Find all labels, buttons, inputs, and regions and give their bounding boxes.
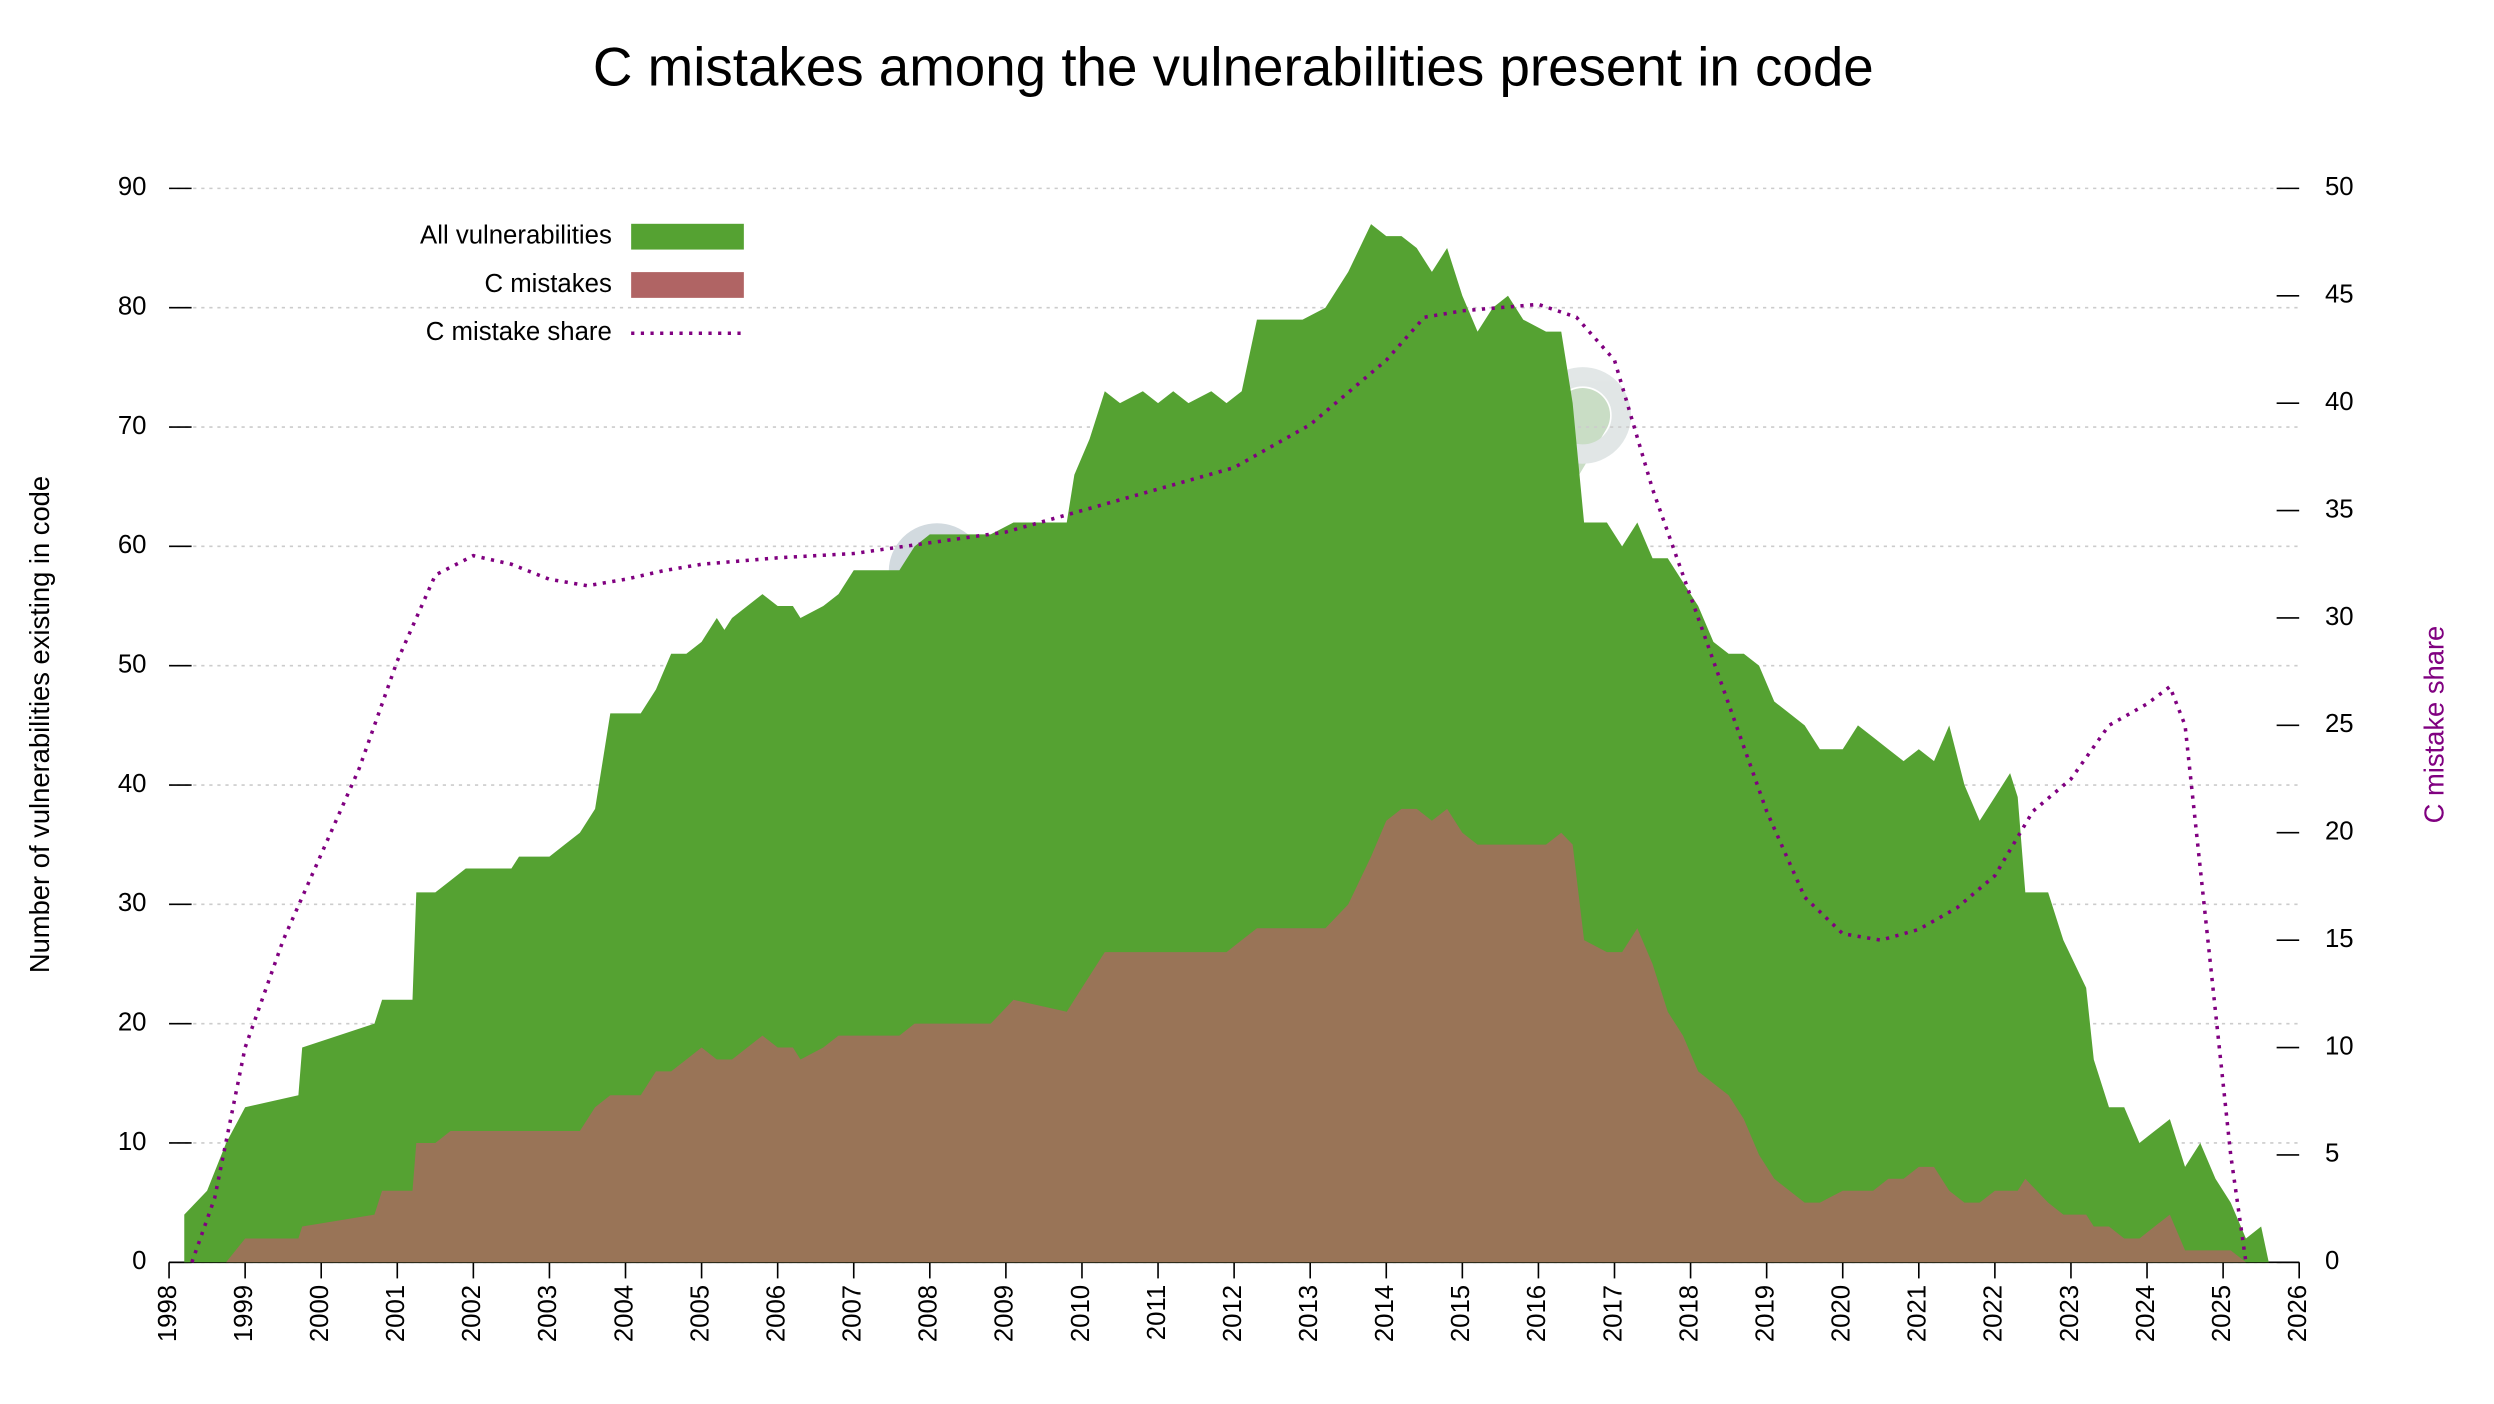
y2-tick-label: 30	[2325, 603, 2354, 631]
x-tick-label: 2008	[915, 1285, 943, 1342]
x-tick-label: 2018	[1675, 1285, 1703, 1342]
y-tick-label: 80	[118, 293, 147, 321]
y2-tick-label: 15	[2325, 925, 2354, 953]
area	[184, 224, 2269, 1263]
x-tick-label: 2016	[1523, 1285, 1551, 1342]
y2-axis-label: C mistake share	[2418, 626, 2449, 824]
legend-label: C mistake share	[426, 318, 612, 346]
x-tick-label: 2020	[1828, 1285, 1856, 1342]
x-tick-label: 2014	[1371, 1285, 1399, 1342]
x-tick-label: 2017	[1599, 1285, 1627, 1342]
y2-tick-label: 20	[2325, 818, 2354, 846]
y-tick-label: 0	[132, 1247, 146, 1275]
x-tick-label: 1999	[230, 1285, 258, 1342]
y-tick-label: 50	[118, 650, 147, 678]
y2-tick-label: 5	[2325, 1140, 2339, 1168]
x-tick-label: 2001	[382, 1285, 410, 1342]
x-tick-label: 2022	[1980, 1285, 2008, 1342]
x-tick-label: 2004	[610, 1285, 638, 1342]
y-tick-label: 20	[118, 1008, 147, 1036]
y2-tick-label: 0	[2325, 1247, 2339, 1275]
x-tick-label: 2010	[1067, 1285, 1095, 1342]
x-tick-label: 2023	[2056, 1285, 2084, 1342]
y-axis-label: Number of vulnerabilities existing in co…	[24, 476, 55, 973]
y2-tick-label: 10	[2325, 1032, 2354, 1060]
x-tick-label: 2007	[839, 1285, 867, 1342]
x-tick-label: 1998	[154, 1285, 182, 1342]
y-tick-label: 70	[118, 412, 147, 440]
x-tick-label: 2006	[762, 1285, 790, 1342]
y2-tick-label: 50	[2325, 173, 2354, 201]
x-tick-label: 2003	[534, 1285, 562, 1342]
y-tick-label: 60	[118, 531, 147, 559]
y2-tick-label: 35	[2325, 495, 2354, 523]
y2-tick-label: 25	[2325, 710, 2354, 738]
x-tick-label: 2024	[2132, 1285, 2160, 1342]
x-tick-label: 2011	[1143, 1285, 1171, 1340]
chart-title: C mistakes among the vulnerabilities pre…	[593, 35, 1874, 97]
y-tick-label: 10	[118, 1128, 147, 1156]
share-line	[190, 302, 2248, 1263]
y-tick-label: 40	[118, 770, 147, 798]
x-tick-label: 2012	[1219, 1285, 1247, 1342]
x-tick-label: 2002	[458, 1285, 486, 1342]
legend-swatch	[631, 223, 744, 250]
x-tick-label: 2005	[686, 1285, 714, 1342]
area	[184, 808, 2269, 1263]
y2-tick-label: 45	[2325, 281, 2354, 309]
x-tick-label: 2019	[1751, 1285, 1779, 1342]
y-tick-label: 30	[118, 889, 147, 917]
legend-label: C mistakes	[484, 270, 611, 298]
x-tick-label: 2026	[2284, 1285, 2312, 1342]
legend-label: All vulnerabilities	[420, 221, 612, 249]
x-tick-label: 2025	[2208, 1285, 2236, 1342]
x-tick-label: 2009	[991, 1285, 1019, 1342]
x-tick-label: 2013	[1295, 1285, 1323, 1342]
x-tick-label: 2000	[306, 1285, 334, 1342]
y-tick-label: 90	[118, 173, 147, 201]
x-tick-label: 2021	[1904, 1285, 1932, 1342]
x-tick-label: 2015	[1447, 1285, 1475, 1342]
y2-tick-label: 40	[2325, 388, 2354, 416]
legend-swatch	[631, 272, 744, 298]
